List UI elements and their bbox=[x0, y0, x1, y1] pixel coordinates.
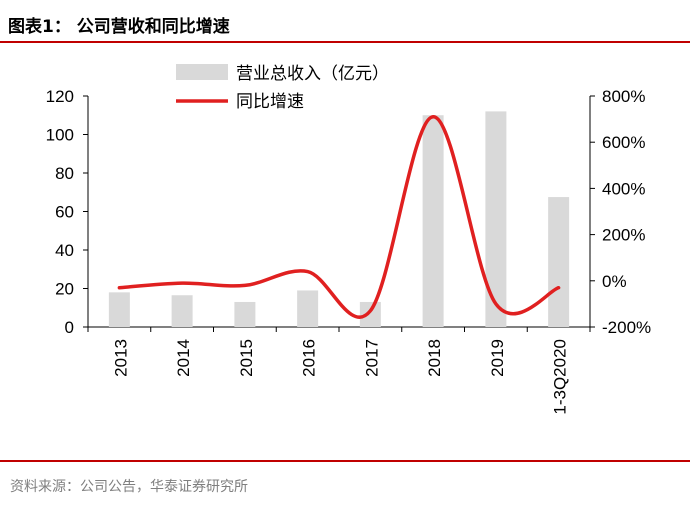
legend-bar-swatch bbox=[176, 64, 228, 80]
left-tick-label: 120 bbox=[46, 87, 74, 106]
right-tick-label: 600% bbox=[602, 133, 645, 152]
line-group bbox=[117, 115, 561, 319]
revenue-bar bbox=[359, 301, 381, 327]
x-tick-label: 1-3Q2020 bbox=[551, 339, 570, 415]
axes-group: 0 20 40 60 80 100 120 -200% 0% 200% 400% 600% 800% 20… bbox=[46, 87, 652, 415]
x-tick-label: 2017 bbox=[362, 339, 381, 377]
revenue-bar bbox=[234, 301, 256, 327]
x-tick-label: 2015 bbox=[237, 339, 256, 377]
right-tick-label: 800% bbox=[602, 87, 645, 106]
revenue-bar bbox=[548, 197, 570, 327]
x-tick-label: 2019 bbox=[488, 339, 507, 377]
title-divider bbox=[0, 41, 690, 43]
left-tick-label: 60 bbox=[55, 203, 74, 222]
growth-rate-line bbox=[117, 115, 561, 319]
revenue-growth-chart: 0 20 40 60 80 100 120 -200% 0% 200% 400% 600% 800% 20… bbox=[46, 64, 652, 415]
legend: 营业总收入（亿元） 同比增速 bbox=[176, 64, 389, 111]
revenue-bar bbox=[297, 290, 319, 327]
right-tick-label: 400% bbox=[602, 179, 645, 198]
x-tick-label: 2014 bbox=[174, 339, 193, 377]
x-tick-label: 2018 bbox=[425, 339, 444, 377]
revenue-bar bbox=[108, 292, 130, 327]
chart-title: 图表1： 公司营收和同比增速 bbox=[8, 17, 230, 37]
left-tick-label: 80 bbox=[55, 164, 74, 183]
bars-group bbox=[108, 111, 570, 328]
left-tick-label: 0 bbox=[65, 318, 74, 337]
revenue-bar bbox=[485, 111, 507, 328]
right-tick-label: 200% bbox=[602, 226, 645, 245]
revenue-bar bbox=[171, 295, 193, 327]
left-tick-label: 100 bbox=[46, 126, 74, 145]
x-tick-label: 2013 bbox=[111, 339, 130, 377]
legend-line-label: 同比增速 bbox=[236, 92, 304, 111]
left-tick-label: 40 bbox=[55, 241, 74, 260]
right-tick-label: 0% bbox=[602, 272, 627, 291]
revenue-bar bbox=[422, 115, 444, 327]
legend-bar-label: 营业总收入（亿元） bbox=[236, 64, 389, 83]
left-tick-label: 20 bbox=[55, 280, 74, 299]
right-tick-label: -200% bbox=[602, 318, 651, 337]
footer-divider bbox=[0, 460, 690, 462]
x-tick-label: 2016 bbox=[300, 339, 319, 377]
source-note: 资料来源：公司公告，华泰证券研究所 bbox=[10, 479, 248, 495]
